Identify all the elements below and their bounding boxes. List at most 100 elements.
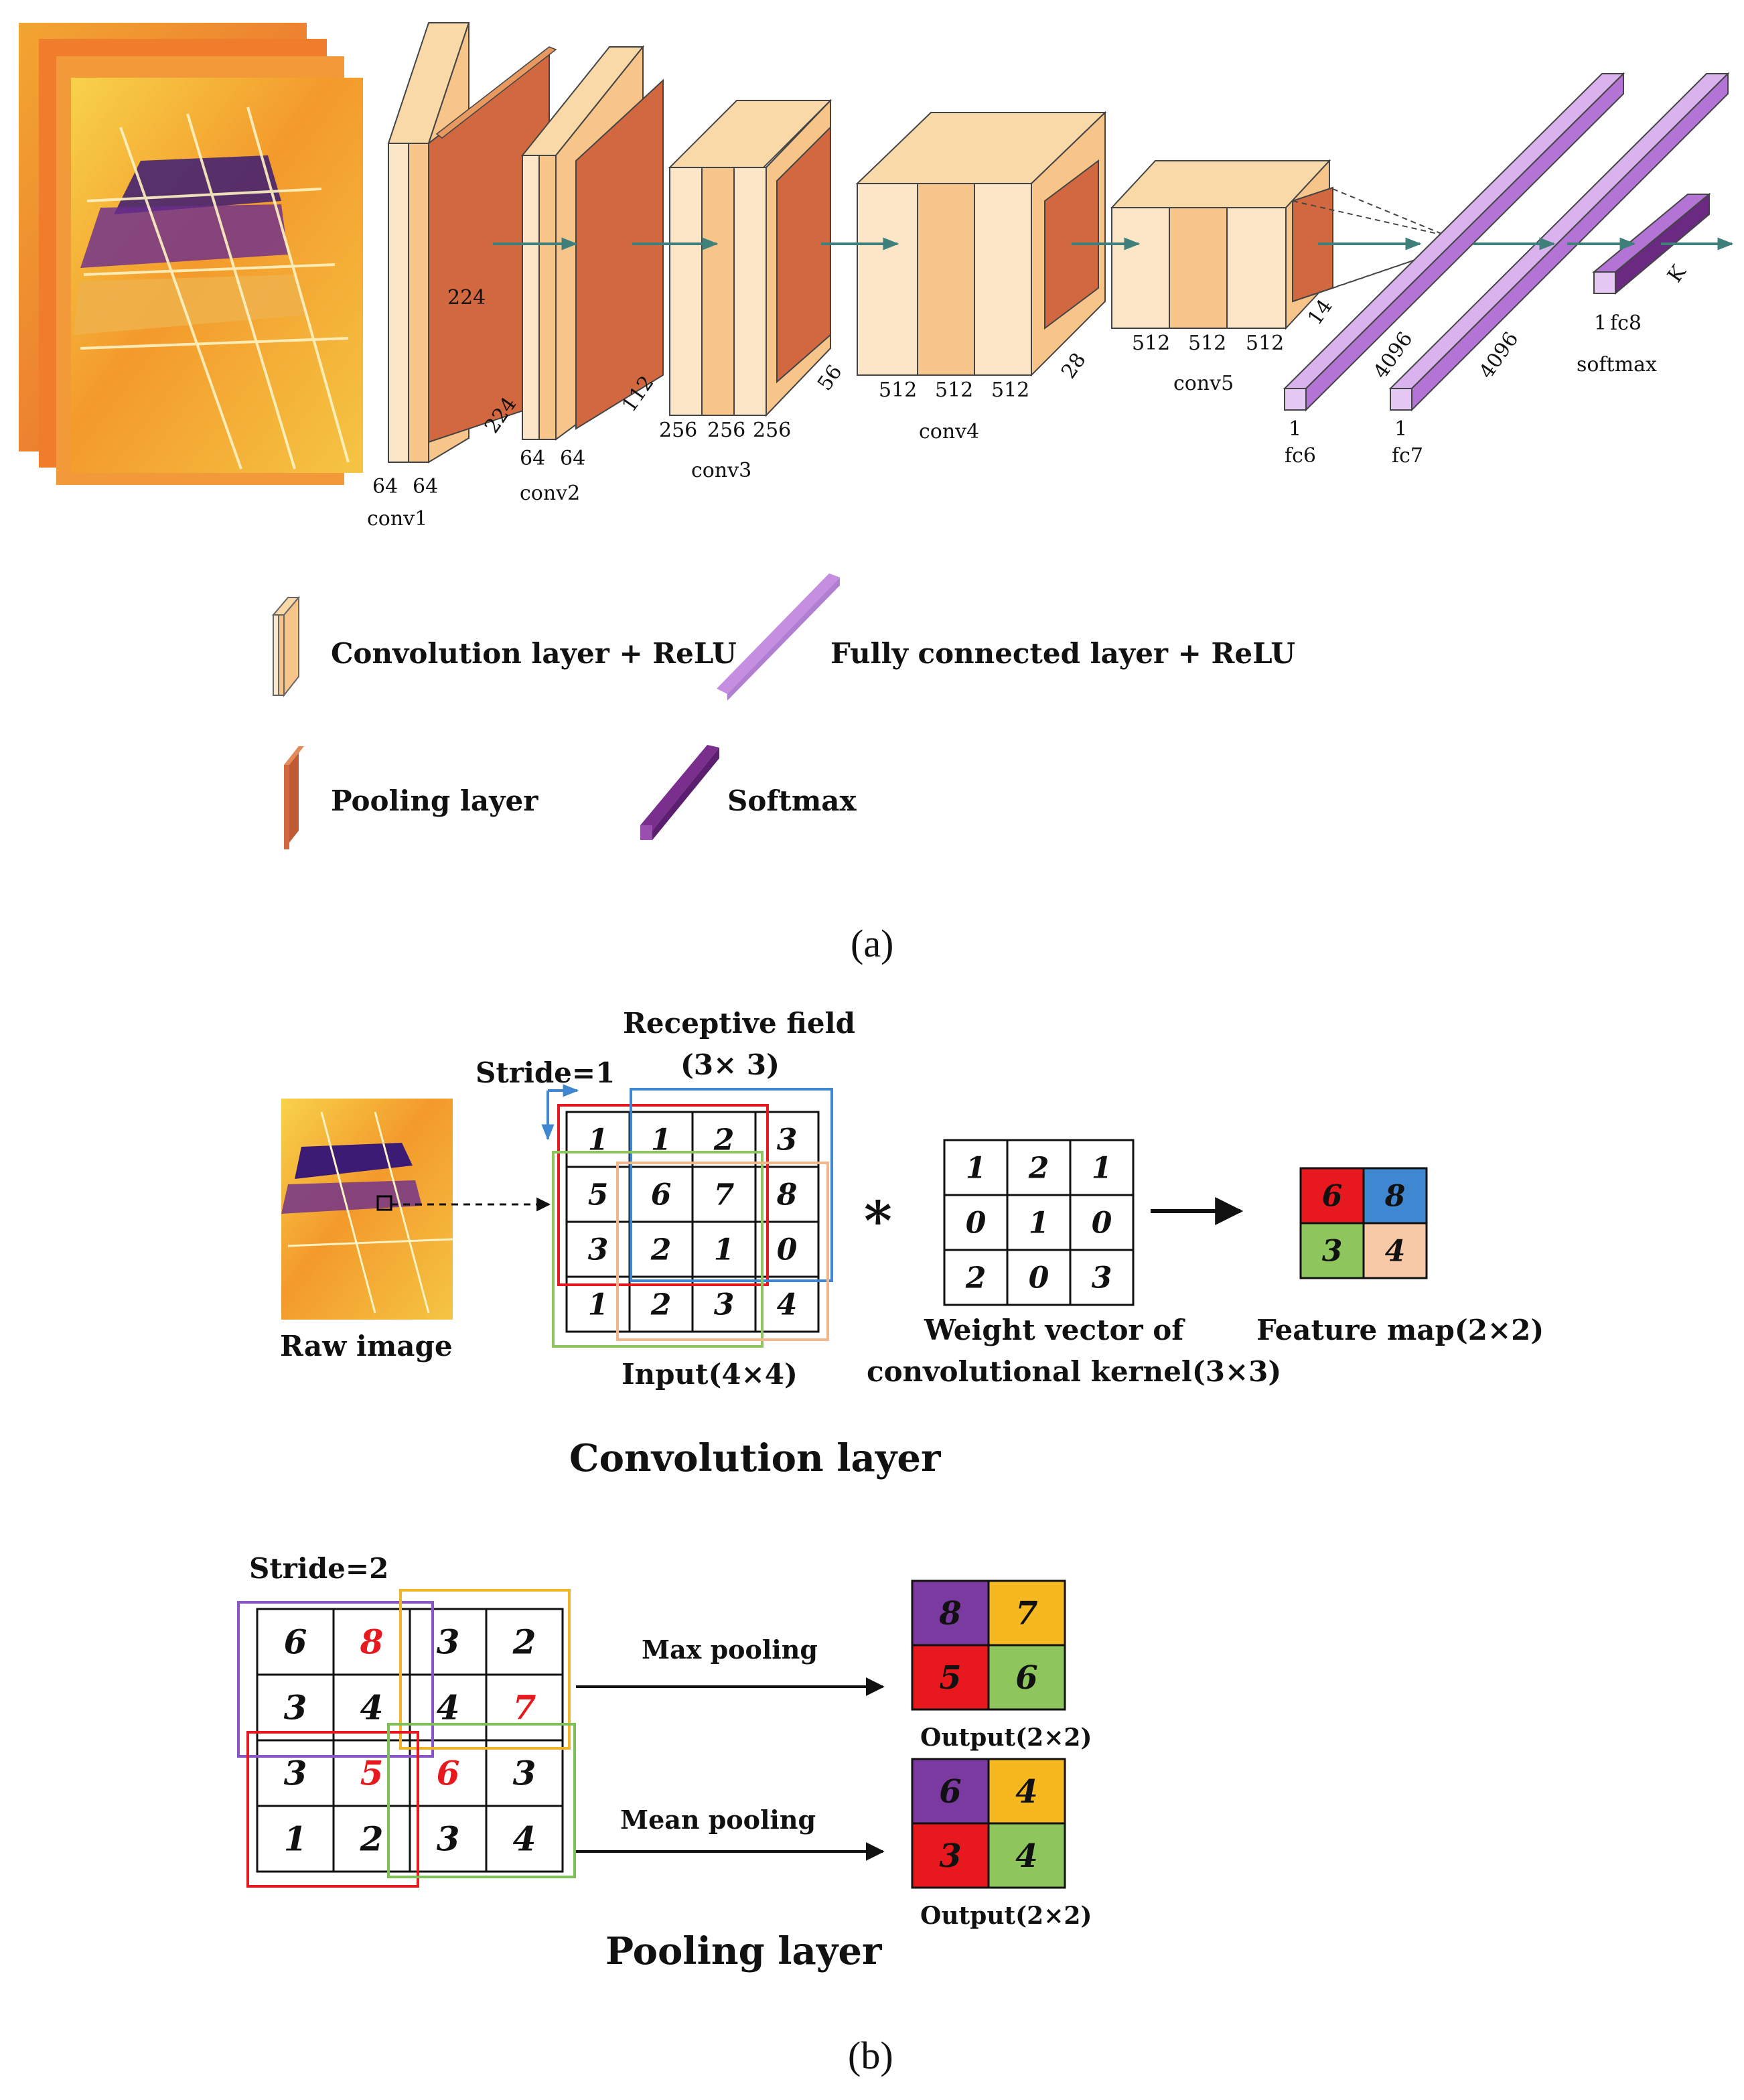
kernel-cell-bg [1069,1194,1135,1251]
conv-input-cell-value: 6 [651,1178,672,1212]
receptive-field-title: Receptive field [623,1007,855,1040]
raw-image [281,1099,453,1320]
conv3-ch-c: 256 [753,419,791,442]
conv-input-cell-value: 0 [777,1233,798,1267]
fc6-bar [1283,72,1625,412]
pool-input-cell-bg [256,1805,335,1873]
pool-input-cell-value: 2 [360,1819,384,1859]
part-a-network: 224 224 64 64 conv1 112 64 64 conv2 56 2… [19,22,1734,965]
max-output-label: Output(2×2) [920,1724,1092,1752]
kernel-cell-value: 3 [1092,1261,1112,1295]
kernel-label-line2: convolutional kernel(3×3) [867,1355,1281,1388]
max-output-cell-bg [987,1580,1066,1647]
kernel-cell-value: 0 [1029,1261,1049,1295]
conv-input-cell-value: 5 [588,1178,609,1212]
receptive-window-blue [630,1088,833,1282]
kernel-cell-value: 1 [966,1151,987,1185]
conv4-ch-a: 512 [879,378,917,402]
pool-input-cell-value: 2 [512,1622,536,1662]
legend-conv-label: Convolution layer + ReLU [331,637,737,670]
conv-input-cell-value: 2 [650,1287,672,1322]
conv2-label: conv2 [520,482,580,505]
pool-input-cell-value: 3 [284,1688,307,1728]
pool-stride-label: Stride=2 [249,1552,388,1585]
conv5-ch-a: 512 [1132,332,1170,355]
fc8-k-label: K [1663,261,1691,287]
conv1-ch-a: 64 [372,475,398,498]
pool-input-cell-bg [409,1739,488,1807]
max-output-cell-value: 8 [938,1595,961,1632]
pool-input-cell-value: 8 [360,1622,384,1662]
pool-input-cell-value: 7 [513,1688,536,1728]
pool-input-cell-bg [256,1673,335,1742]
pool-input-cell-bg [485,1739,564,1807]
conv3-block [668,98,832,417]
feature-map-cell-value: 8 [1384,1179,1406,1213]
feature-map-cell-bg [1299,1222,1365,1279]
part-b-pooling: Stride=2 6 8 3 2 3 4 4 7 3 5 6 3 1 2 3 4 Max pooling Me… [237,1552,1092,1973]
kernel-label-line1: Weight vector of [924,1314,1185,1346]
kernel-cell-bg [943,1249,1009,1306]
max-pooling-label: Max pooling [642,1634,818,1665]
kernel-cell-bg [943,1139,1009,1196]
conv-input-cell-value: 3 [714,1287,735,1322]
conv-input-cell-value: 3 [588,1233,609,1267]
conv-input-cell-value: 7 [714,1178,735,1212]
pool-input-grid: 6 8 3 2 3 4 4 7 3 5 6 3 1 2 3 4 [256,1608,564,1873]
conv-input-cell-value: 4 [777,1287,798,1322]
pool-input-cell-bg [256,1739,335,1807]
feature-map-cell-bg [1362,1222,1428,1279]
fc7-bar [1388,72,1730,412]
pool-input-cell-bg [256,1608,335,1676]
pool-input-cell-bg [485,1805,564,1873]
pool-input-cell-value: 4 [360,1688,384,1728]
conv5-label: conv5 [1173,372,1234,395]
pool-input-cell-value: 6 [284,1622,307,1662]
mean-output-cell-value: 4 [1015,1837,1037,1875]
kernel-cell-bg [1069,1249,1135,1306]
pool-window-purple [237,1601,434,1758]
legend-fc-swatch [717,573,840,701]
mean-output-cell-value: 3 [939,1837,961,1875]
conv3-ch-b: 256 [707,419,745,442]
conv-input-cell-bg [754,1111,820,1168]
input-label: Input(4×4) [622,1358,798,1391]
conv-input-cell-bg [691,1220,757,1278]
conv5-ch-c: 512 [1246,332,1284,355]
feature-map-cell-value: 6 [1322,1179,1343,1213]
kernel-cell-value: 1 [1029,1206,1049,1240]
receptive-window-red [557,1104,769,1286]
conv5-ch-b: 512 [1188,332,1226,355]
receptive-window-orange [616,1162,829,1341]
conv-input-cell-bg [691,1111,757,1168]
kernel-cell-value: 0 [1092,1206,1112,1240]
kernel-cell-bg [1006,1194,1072,1251]
mean-pooling-label: Mean pooling [620,1805,816,1835]
conv-input-cell-value: 8 [776,1178,798,1212]
conv5-block [1110,159,1333,330]
mean-output-cell-bg [987,1822,1066,1889]
conv-kernel-grid: 1 2 1 0 1 0 2 0 3 [943,1139,1135,1306]
caption-b: (b) [848,2034,893,2077]
pool-window-yellow [399,1589,571,1750]
conv1-ch-b: 64 [413,475,438,498]
feature-map-cell-value: 4 [1385,1234,1406,1268]
kernel-cell-value: 0 [966,1206,987,1240]
feature-map-grid: 6 8 3 4 [1299,1167,1428,1279]
pool-input-cell-value: 4 [513,1819,536,1859]
kernel-cell-bg [1006,1139,1072,1196]
pool-window-red [246,1731,419,1888]
pool-input-cell-value: 3 [437,1622,460,1662]
pool-input-cell-value: 3 [284,1754,307,1793]
conv-input-cell-value: 1 [588,1287,609,1322]
convolution-operator: * [864,1189,892,1252]
feature-map-cell-value: 3 [1322,1234,1343,1268]
conv-input-cell-value: 2 [650,1233,672,1267]
mean-output-cell-bg [987,1758,1066,1825]
max-pooling-output: 8 7 5 6 [911,1580,1066,1711]
legend-pool-swatch [284,746,304,849]
pool-input-cell-bg [332,1673,411,1742]
convolution-layer-title: Convolution layer [569,1436,942,1480]
receptive-window-green [552,1151,764,1348]
